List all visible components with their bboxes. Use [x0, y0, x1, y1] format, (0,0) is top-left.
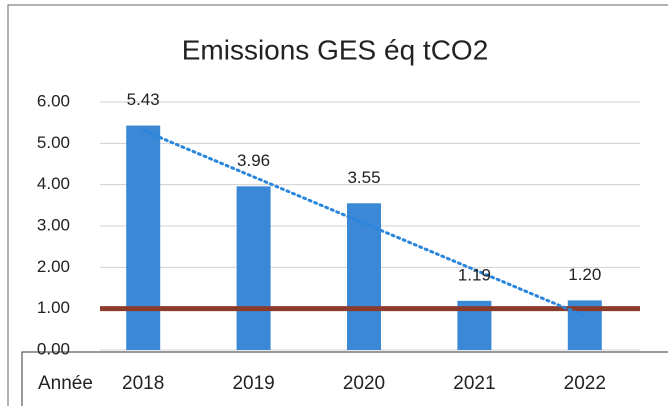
- x-tick-label: 2019: [232, 373, 274, 394]
- data-label: 3.55: [347, 168, 380, 187]
- y-tick-label: 1.00: [37, 298, 70, 317]
- bar: [347, 203, 381, 350]
- y-tick-label: 6.00: [37, 91, 70, 110]
- y-tick-label: 4.00: [37, 174, 70, 193]
- data-label: 5.43: [127, 90, 160, 109]
- x-tick-label: 2021: [453, 373, 495, 394]
- data-label: 3.96: [237, 151, 270, 170]
- y-tick-label: 2.00: [37, 257, 70, 276]
- x-tick-label: 2020: [343, 373, 385, 394]
- chart-title: Emissions GES éq tCO2: [182, 34, 489, 65]
- bar: [126, 125, 161, 350]
- y-tick-label: 5.00: [37, 133, 70, 152]
- y-tick-label: 3.00: [37, 215, 70, 234]
- trendline: [141, 128, 587, 318]
- y-tick-label: 0.00: [37, 339, 70, 358]
- data-label: 1.20: [568, 265, 601, 284]
- bar: [236, 186, 271, 350]
- x-tick-label: 2018: [122, 373, 164, 394]
- chart-frame: [7, 4, 668, 406]
- data-label: 1.19: [458, 265, 491, 284]
- x-tick-label: 2022: [564, 373, 606, 394]
- x-axis-label: Année: [38, 373, 93, 394]
- category-table: [21, 351, 668, 406]
